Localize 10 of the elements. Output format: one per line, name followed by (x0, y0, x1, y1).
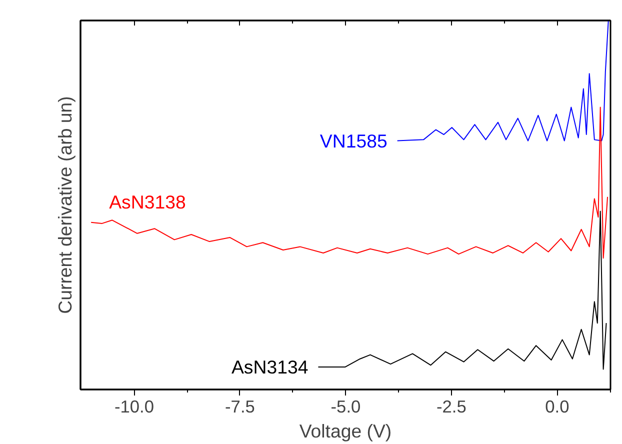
x-tick-label: 0.0 (545, 396, 570, 416)
series-label: VN1585 (320, 130, 388, 152)
series-label: AsN3134 (231, 356, 308, 378)
x-tick-label: -10.0 (114, 396, 154, 416)
x-tick-label: -2.5 (436, 396, 466, 416)
series-label: AsN3138 (109, 191, 186, 212)
x-tick-label: -5.0 (330, 396, 361, 416)
x-axis-title: Voltage (V) (299, 420, 392, 442)
y-axis-title: Current derivative (arb un) (54, 96, 76, 314)
x-tick-label: -7.5 (225, 396, 255, 416)
